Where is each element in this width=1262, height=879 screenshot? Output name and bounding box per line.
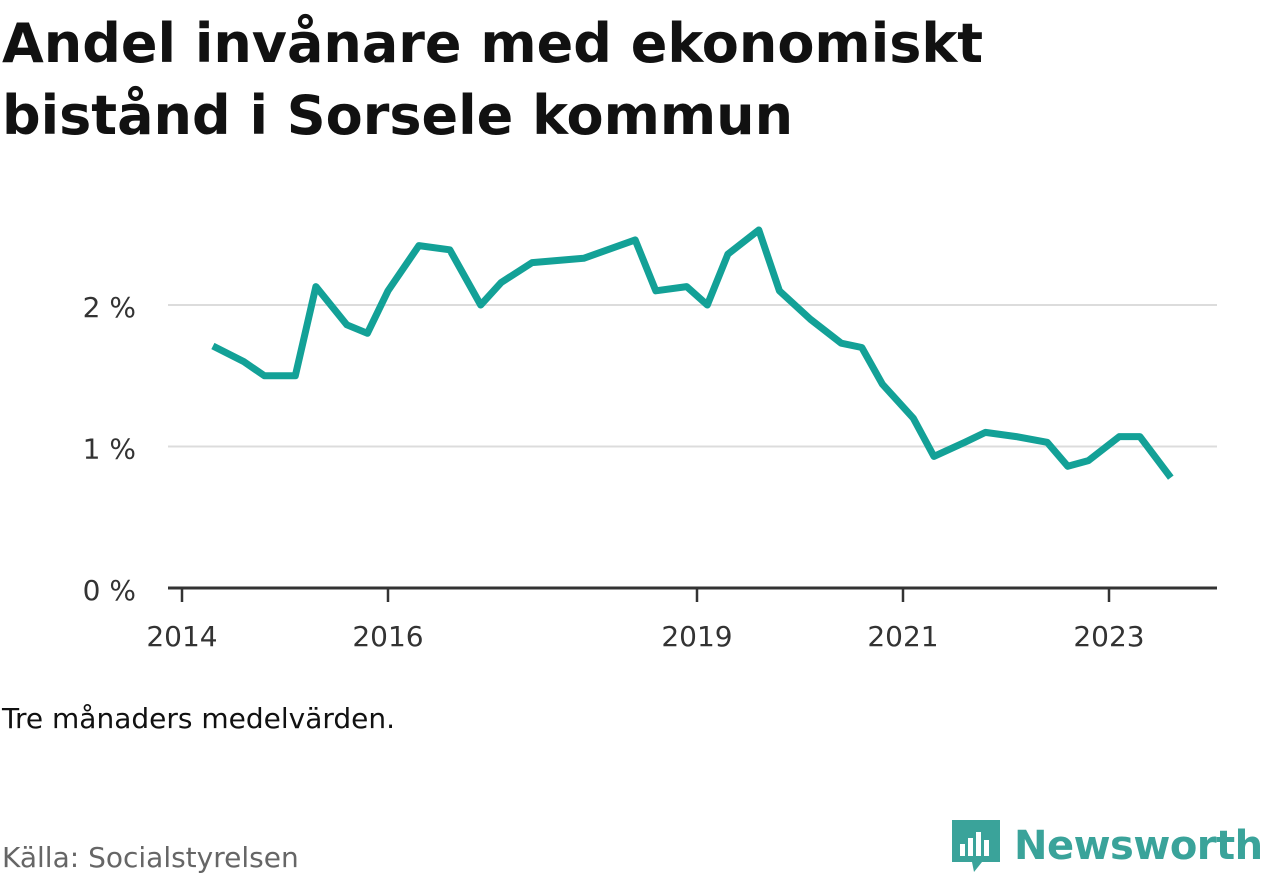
x-axis-ticks: 2014 2016 2019 2021 2023 (146, 588, 1145, 653)
x-tick-label: 2021 (867, 620, 938, 653)
brand-logo: Newsworthy (950, 818, 1262, 874)
chart-note: Tre månaders medelvärden. (2, 702, 396, 735)
series-line (211, 226, 1174, 480)
x-tick-label: 2019 (661, 620, 732, 653)
line-chart: 0 % 1 % 2 % 2014 2016 2019 2021 2023 (83, 226, 1217, 653)
x-tick-label: 2023 (1073, 620, 1144, 653)
x-tick-label: 2014 (146, 620, 217, 653)
gridlines (168, 304, 1217, 448)
y-tick-label: 1 % (83, 433, 136, 466)
y-tick-label: 2 % (83, 291, 136, 324)
chart-title: Andel invånare med ekonomiskt bistånd i … (2, 12, 984, 147)
newsworthy-logo-icon (952, 820, 1000, 872)
y-axis-ticks: 0 % 1 % 2 % (83, 291, 136, 607)
x-tick-label: 2016 (352, 620, 423, 653)
brand-name: Newsworthy (1014, 823, 1262, 869)
source-credit: Källa: Socialstyrelsen (2, 841, 299, 874)
y-tick-label: 0 % (83, 574, 136, 607)
